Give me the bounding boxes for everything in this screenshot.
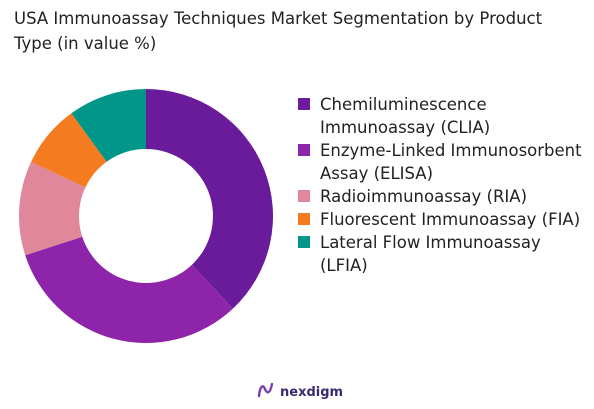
legend-item-0: Chemiluminescence Immunoassay (CLIA)	[298, 93, 588, 139]
legend-label-4: Lateral Flow Immunoassay (LFIA)	[320, 233, 541, 275]
legend-swatch-3	[298, 213, 310, 225]
legend-item-4: Lateral Flow Immunoassay (LFIA)	[298, 231, 588, 277]
slice-4	[71, 89, 146, 162]
legend-label-1: Enzyme-Linked Immunosorbent Assay (ELISA…	[320, 141, 582, 183]
legend-label-0: Chemiluminescence Immunoassay (CLIA)	[320, 95, 491, 137]
slice-3	[31, 113, 107, 188]
chart-title: USA Immunoassay Techniques Market Segmen…	[14, 9, 543, 53]
legend-item-2: Radioimmunoassay (RIA)	[298, 185, 588, 208]
legend-swatch-2	[298, 190, 310, 202]
legend-swatch-4	[298, 236, 310, 248]
legend-label-2: Radioimmunoassay (RIA)	[320, 187, 528, 206]
slice-2	[19, 161, 86, 256]
slice-1	[25, 236, 233, 343]
legend-swatch-0	[298, 98, 310, 110]
brand-footer: nexdigm	[256, 380, 343, 404]
legend-item-3: Fluorescent Immunoassay (FIA)	[298, 208, 588, 231]
chart-legend: Chemiluminescence Immunoassay (CLIA) Enzy…	[298, 93, 588, 277]
brand-name: nexdigm	[280, 384, 344, 400]
nexdigm-logo-icon	[256, 380, 276, 404]
legend-label-3: Fluorescent Immunoassay (FIA)	[320, 210, 581, 229]
slice-0	[146, 89, 273, 309]
legend-swatch-1	[298, 144, 310, 156]
legend-item-1: Enzyme-Linked Immunosorbent Assay (ELISA…	[298, 139, 588, 185]
